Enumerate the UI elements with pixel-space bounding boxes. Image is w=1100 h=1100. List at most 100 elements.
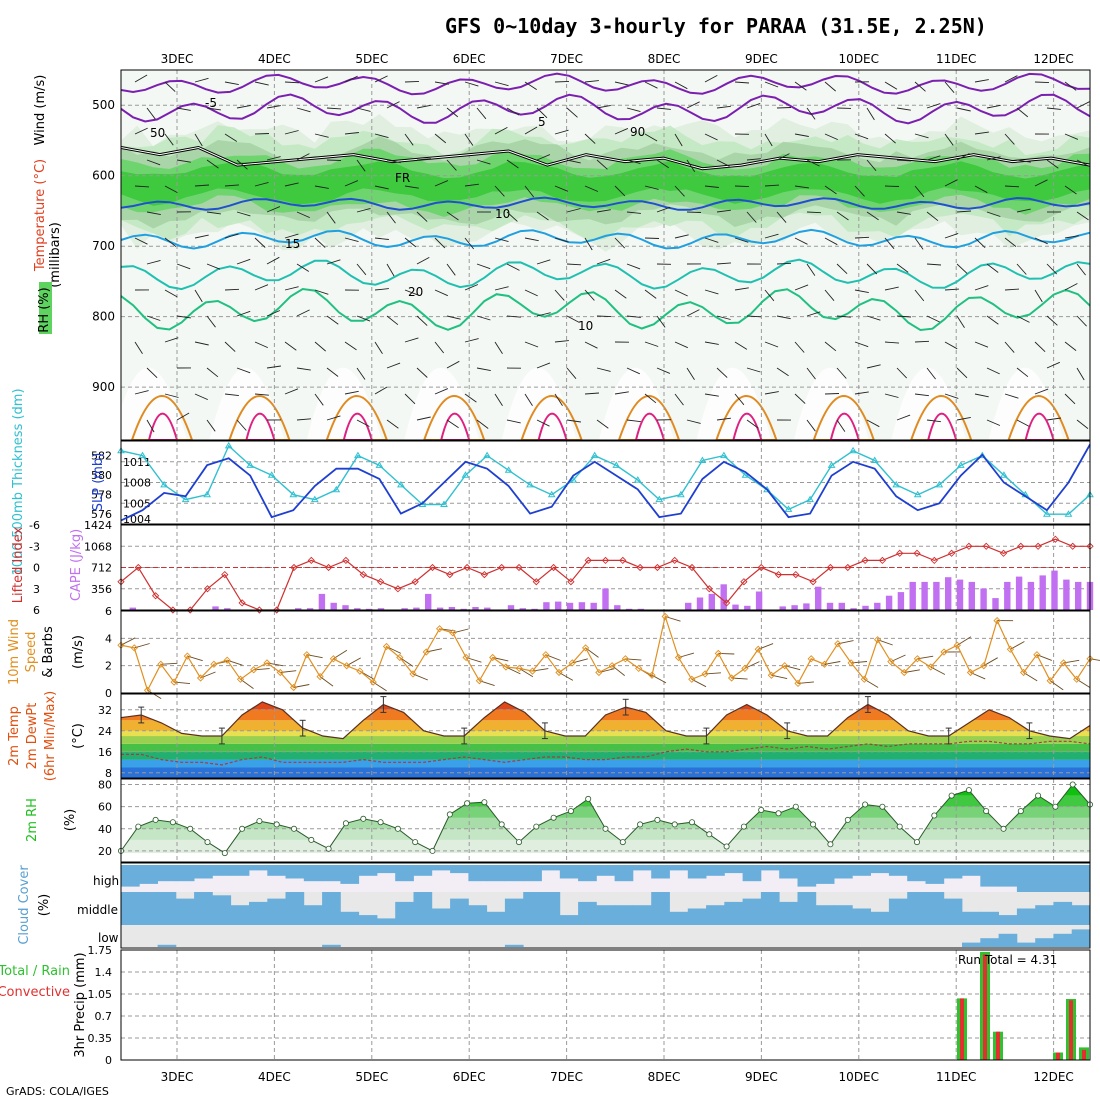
wind-barb xyxy=(746,102,761,109)
lifted-index-point xyxy=(567,578,575,586)
right-tick-label: 1005 xyxy=(123,497,151,510)
wind-barb xyxy=(836,211,849,221)
thickness-point xyxy=(181,495,190,503)
wind-barb xyxy=(644,185,659,190)
wind-barb xyxy=(464,284,479,291)
wind-speed-point xyxy=(555,668,563,677)
lifted-index-point xyxy=(671,556,679,565)
lifted-index-point xyxy=(688,563,696,572)
cape-bar xyxy=(1075,581,1082,610)
cape-bar xyxy=(1004,581,1011,610)
wind-barb xyxy=(974,185,988,194)
wind-barb xyxy=(734,287,749,291)
temp-band xyxy=(121,730,1090,737)
wind-barb xyxy=(146,107,156,120)
cape-bar xyxy=(803,603,810,610)
wind-barb xyxy=(704,393,719,397)
wind-speed-point xyxy=(117,641,125,649)
wind-barb xyxy=(974,393,989,398)
wind-barb xyxy=(764,289,775,302)
wind-barb xyxy=(926,419,941,423)
lifted-index-point xyxy=(515,563,523,572)
cloud-cell-middle xyxy=(340,911,360,925)
y-axis-label: 3hr Precip (mm) xyxy=(73,952,88,1057)
wind-barb xyxy=(254,237,266,248)
thickness-point xyxy=(332,485,341,493)
wind-barb xyxy=(656,107,671,110)
cloud-cell-low xyxy=(1053,933,1073,947)
rh-point xyxy=(481,799,488,806)
wind-barb xyxy=(614,127,629,135)
cloud-row-bg-low xyxy=(121,925,1090,947)
lifted-index-point xyxy=(601,556,610,565)
left-tick-label: 3 xyxy=(33,583,40,596)
cloud-cell-high xyxy=(669,865,689,871)
cape-bar xyxy=(401,608,408,610)
wind-barb xyxy=(794,81,807,91)
lifted-index-point xyxy=(722,599,731,607)
cape-bar xyxy=(519,608,526,610)
left-tick-label: 582 xyxy=(91,450,112,463)
upper-air-panel: 500 600 700 800 900 -5 FR 5 10 15 20 10 50 90 (milliba… xyxy=(33,69,1091,441)
temp-contour-hot xyxy=(829,412,861,441)
wind-barb xyxy=(404,80,420,83)
wind-barb xyxy=(584,237,593,251)
thickness-point xyxy=(590,451,599,459)
cloud-cell-high xyxy=(943,865,963,879)
wind-barb xyxy=(314,133,329,138)
wind-barb xyxy=(194,133,203,147)
wind-barb xyxy=(494,393,503,407)
cloud-cell-high xyxy=(962,865,981,876)
panel-frame xyxy=(120,524,1091,611)
lifted-index-point xyxy=(896,549,904,557)
wind-barb xyxy=(146,211,161,216)
cape-bar xyxy=(460,608,467,610)
temp-contour-warm xyxy=(130,395,194,441)
wind-barb xyxy=(1046,159,1059,169)
cloud-cell-middle xyxy=(706,905,725,925)
cloud-cell-middle xyxy=(888,898,908,925)
lifted-index-point xyxy=(532,578,540,586)
wind-barb xyxy=(1076,159,1090,167)
wind-barb xyxy=(734,393,745,406)
lifted-index-point xyxy=(913,549,921,557)
wind-barb xyxy=(866,159,877,171)
wind-barb xyxy=(344,132,359,135)
wind-barb xyxy=(884,237,895,249)
cloud-cell-middle xyxy=(377,918,396,925)
contour-label: 50 xyxy=(150,126,165,140)
wind-barb xyxy=(524,185,535,198)
wind-barb xyxy=(494,341,503,355)
wind-barb xyxy=(1034,289,1043,303)
wind-speed-point xyxy=(927,663,935,671)
wind-barb xyxy=(254,393,269,396)
precip-conv-bar xyxy=(1082,1049,1086,1060)
temp-contour-20 xyxy=(120,287,1091,332)
wind-barb xyxy=(596,419,609,429)
cape-bar xyxy=(578,602,586,610)
cloud-cell-high xyxy=(267,865,286,876)
wind-barb xyxy=(896,107,911,111)
right-tick-label: 712 xyxy=(91,562,112,575)
thickness-point xyxy=(224,441,233,449)
thickness-point xyxy=(483,451,491,459)
rh-point xyxy=(671,821,678,828)
lifted-index-point xyxy=(411,578,419,586)
wind-barb xyxy=(386,101,400,109)
cloud-cell-middle xyxy=(578,901,597,925)
temp-contour-15 xyxy=(120,258,1091,291)
wind-barb xyxy=(854,133,869,140)
wind-barb xyxy=(164,81,176,92)
rh-band xyxy=(121,795,1090,807)
wind-barb xyxy=(686,101,700,109)
thickness-point xyxy=(354,451,362,459)
thickness-point xyxy=(310,495,319,503)
cloud-cell-middle xyxy=(724,901,743,925)
x-tick-label: 5DEC xyxy=(355,52,388,66)
y-tick-label: 24 xyxy=(98,725,112,738)
y-tick-label: 1.4 xyxy=(95,966,113,979)
wind-barb xyxy=(686,419,701,424)
cloud-cell-high xyxy=(249,865,268,871)
cloud-cell-middle xyxy=(249,901,268,925)
wind-barb xyxy=(716,417,731,421)
